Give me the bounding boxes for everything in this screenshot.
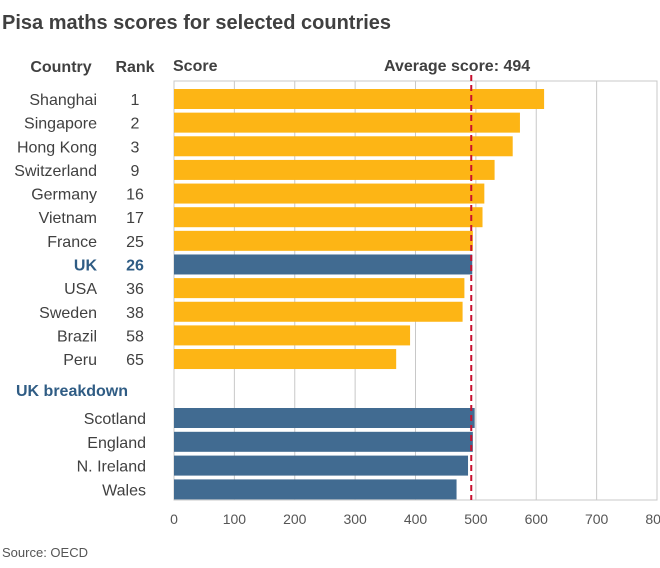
source-note: Source: OECD <box>2 545 88 560</box>
country-label: Sweden <box>39 305 97 322</box>
region-label: England <box>87 435 146 452</box>
bar-sweden <box>174 301 463 322</box>
rank-label: 9 <box>131 163 140 180</box>
country-label: France <box>47 234 97 251</box>
x-tick-label: 300 <box>343 511 367 527</box>
bar-scotland <box>174 408 475 428</box>
bar-peru <box>174 349 397 370</box>
rank-label: 1 <box>131 92 140 109</box>
bar-shanghai <box>174 89 545 109</box>
country-label: UK <box>74 257 98 274</box>
bar-vietnam <box>174 207 483 228</box>
rank-label: 17 <box>126 210 144 227</box>
uk-breakdown-label: UK breakdown <box>16 383 128 400</box>
x-tick-label: 500 <box>464 511 488 527</box>
average-score-label: Average score: 494 <box>384 58 530 75</box>
rank-label: 65 <box>126 352 144 369</box>
rank-label: 38 <box>126 305 144 322</box>
bar-germany <box>174 183 485 204</box>
rank-label: 3 <box>131 139 140 156</box>
score-header: Score <box>173 58 218 75</box>
country-label: Shanghai <box>29 92 97 109</box>
bar-brazil <box>174 325 411 346</box>
bar-wales <box>174 479 457 500</box>
country-label: USA <box>64 281 97 298</box>
bar-uk <box>174 254 473 275</box>
bar-usa <box>174 278 465 299</box>
x-tick-label: 400 <box>404 511 428 527</box>
x-tick-label: 200 <box>283 511 307 527</box>
country-label: Peru <box>63 352 97 369</box>
x-tick-label: 600 <box>525 511 549 527</box>
chart-title: Pisa maths scores for selected countries <box>2 12 391 34</box>
bar-england <box>174 431 473 452</box>
country-label: Germany <box>31 187 97 204</box>
x-tick-label: 0 <box>170 511 178 527</box>
country-label: Hong Kong <box>17 139 97 156</box>
bar-switzerland <box>174 159 495 180</box>
region-label: Scotland <box>84 411 146 428</box>
rank-label: 58 <box>126 328 144 345</box>
country-label: Singapore <box>24 116 97 133</box>
plot-area: 0 100 200 300 400 500 600 700 800 Shanghai 1 Singap… <box>14 75 660 527</box>
bar-n-ireland <box>174 455 469 476</box>
bar-singapore <box>174 112 520 133</box>
country-label: Brazil <box>57 328 97 345</box>
x-tick-label: 800 <box>645 511 660 527</box>
rank-header: Rank <box>115 59 154 76</box>
rank-label: 2 <box>131 116 140 133</box>
rank-label: 25 <box>126 234 144 251</box>
x-tick-label: 100 <box>223 511 247 527</box>
country-label: Vietnam <box>39 210 97 227</box>
region-label: N. Ireland <box>77 459 146 476</box>
bar-hong-kong <box>174 136 513 157</box>
x-tick-label: 700 <box>585 511 609 527</box>
bar-france <box>174 230 473 251</box>
country-header: Country <box>30 59 91 76</box>
region-label: Wales <box>102 482 146 499</box>
rank-label: 16 <box>126 187 144 204</box>
rank-label: 36 <box>126 281 144 298</box>
country-label: Switzerland <box>14 163 97 180</box>
rank-label: 26 <box>126 257 144 274</box>
